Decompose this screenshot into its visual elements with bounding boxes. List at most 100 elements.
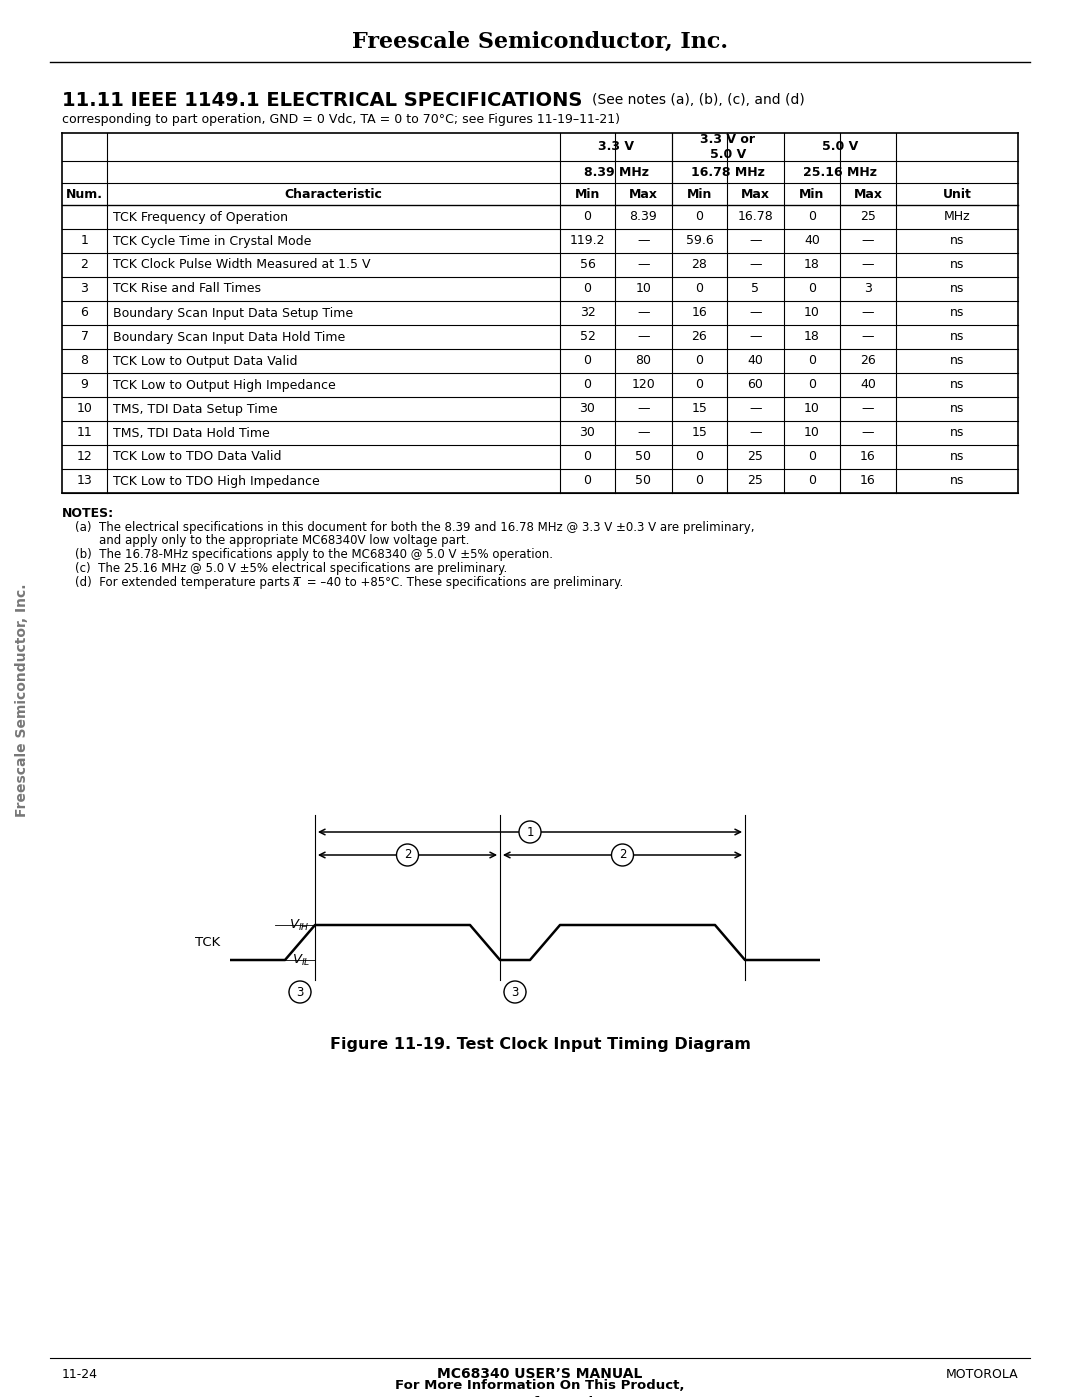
Text: 0: 0	[808, 450, 816, 464]
Text: 18: 18	[805, 331, 820, 344]
Text: 0: 0	[583, 211, 592, 224]
Text: —: —	[637, 235, 650, 247]
Text: 3: 3	[296, 985, 303, 999]
Text: ns: ns	[949, 475, 964, 488]
Text: 0: 0	[808, 355, 816, 367]
Text: 80: 80	[635, 355, 651, 367]
Text: —: —	[862, 402, 874, 415]
Text: —: —	[750, 331, 761, 344]
Text: ns: ns	[949, 355, 964, 367]
Text: 26: 26	[860, 355, 876, 367]
Text: TCK Low to Output High Impedance: TCK Low to Output High Impedance	[113, 379, 336, 391]
Text: 0: 0	[583, 355, 592, 367]
Text: 25.16 MHz: 25.16 MHz	[804, 165, 877, 179]
Circle shape	[396, 844, 419, 866]
Text: 3: 3	[511, 985, 518, 999]
Circle shape	[504, 981, 526, 1003]
Text: TCK Low to TDO Data Valid: TCK Low to TDO Data Valid	[113, 450, 282, 464]
Text: 12: 12	[77, 450, 93, 464]
Text: TCK Low to Output Data Valid: TCK Low to Output Data Valid	[113, 355, 297, 367]
Text: ns: ns	[949, 331, 964, 344]
Text: Max: Max	[741, 187, 770, 201]
Text: 16.78: 16.78	[738, 211, 773, 224]
Text: 3.3 V: 3.3 V	[598, 141, 634, 154]
Text: 0: 0	[696, 355, 703, 367]
Text: 60: 60	[747, 379, 764, 391]
Text: 3: 3	[81, 282, 89, 296]
Text: 0: 0	[583, 379, 592, 391]
Text: 16: 16	[860, 450, 876, 464]
Text: 15: 15	[691, 426, 707, 440]
Text: (a)  The electrical specifications in this document for both the 8.39 and 16.78 : (a) The electrical specifications in thi…	[75, 521, 755, 534]
Text: 2: 2	[81, 258, 89, 271]
Text: Max: Max	[853, 187, 882, 201]
Text: 2: 2	[619, 848, 626, 862]
Text: —: —	[637, 331, 650, 344]
Text: 11: 11	[77, 426, 93, 440]
Text: ns: ns	[949, 235, 964, 247]
Text: 0: 0	[696, 379, 703, 391]
Text: 0: 0	[696, 211, 703, 224]
Text: 26: 26	[691, 331, 707, 344]
Text: —: —	[637, 426, 650, 440]
Text: 0: 0	[808, 379, 816, 391]
Text: 120: 120	[632, 379, 656, 391]
Text: 18: 18	[805, 258, 820, 271]
Text: 50: 50	[635, 450, 651, 464]
Text: 28: 28	[691, 258, 707, 271]
Text: —: —	[637, 258, 650, 271]
Text: Min: Min	[575, 187, 600, 201]
Text: TCK Cycle Time in Crystal Mode: TCK Cycle Time in Crystal Mode	[113, 235, 311, 247]
Text: Figure 11-19. Test Clock Input Timing Diagram: Figure 11-19. Test Clock Input Timing Di…	[329, 1037, 751, 1052]
Text: 10: 10	[77, 402, 93, 415]
Text: 16: 16	[691, 306, 707, 320]
Text: 40: 40	[747, 355, 764, 367]
Text: 25: 25	[860, 211, 876, 224]
Text: 0: 0	[808, 475, 816, 488]
Text: 3: 3	[864, 282, 872, 296]
Text: 59.6: 59.6	[686, 235, 714, 247]
Text: 11.11 IEEE 1149.1 ELECTRICAL SPECIFICATIONS: 11.11 IEEE 1149.1 ELECTRICAL SPECIFICATI…	[62, 91, 582, 109]
Text: Characteristic: Characteristic	[284, 187, 382, 201]
Text: 25: 25	[747, 450, 764, 464]
Text: ns: ns	[949, 379, 964, 391]
Text: —: —	[750, 306, 761, 320]
Text: 0: 0	[696, 450, 703, 464]
Circle shape	[289, 981, 311, 1003]
Text: (b)  The 16.78-MHz specifications apply to the MC68340 @ 5.0 V ±5% operation.: (b) The 16.78-MHz specifications apply t…	[75, 548, 553, 562]
Text: 56: 56	[580, 258, 595, 271]
Text: $V_{IH}$: $V_{IH}$	[289, 918, 310, 933]
Text: Min: Min	[799, 187, 825, 201]
Text: MHz: MHz	[944, 211, 970, 224]
Text: 5.0 V: 5.0 V	[822, 141, 859, 154]
Text: 7: 7	[81, 331, 89, 344]
Text: 0: 0	[583, 450, 592, 464]
Text: Boundary Scan Input Data Setup Time: Boundary Scan Input Data Setup Time	[113, 306, 353, 320]
Text: 2: 2	[404, 848, 411, 862]
Text: 25: 25	[747, 475, 764, 488]
Text: 0: 0	[583, 475, 592, 488]
Text: TCK Clock Pulse Width Measured at 1.5 V: TCK Clock Pulse Width Measured at 1.5 V	[113, 258, 370, 271]
Text: 5: 5	[752, 282, 759, 296]
Text: —: —	[862, 235, 874, 247]
Text: NOTES:: NOTES:	[62, 507, 114, 520]
Text: TCK: TCK	[194, 936, 220, 949]
Text: For More Information On This Product,
Go to: www.freescale.com: For More Information On This Product, Go…	[395, 1379, 685, 1397]
Text: and apply only to the appropriate MC68340V low voltage part.: and apply only to the appropriate MC6834…	[99, 534, 470, 548]
Text: 40: 40	[805, 235, 820, 247]
Text: 0: 0	[583, 282, 592, 296]
Text: 1: 1	[81, 235, 89, 247]
Text: —: —	[862, 306, 874, 320]
Text: Min: Min	[687, 187, 712, 201]
Text: 16: 16	[860, 475, 876, 488]
Text: 32: 32	[580, 306, 595, 320]
Text: 6: 6	[81, 306, 89, 320]
Text: TCK Rise and Fall Times: TCK Rise and Fall Times	[113, 282, 261, 296]
Text: $V_{IL}$: $V_{IL}$	[292, 953, 310, 968]
Text: ns: ns	[949, 258, 964, 271]
Text: 10: 10	[805, 426, 820, 440]
Circle shape	[519, 821, 541, 842]
Text: ns: ns	[949, 402, 964, 415]
Text: 119.2: 119.2	[570, 235, 605, 247]
Text: 0: 0	[696, 475, 703, 488]
